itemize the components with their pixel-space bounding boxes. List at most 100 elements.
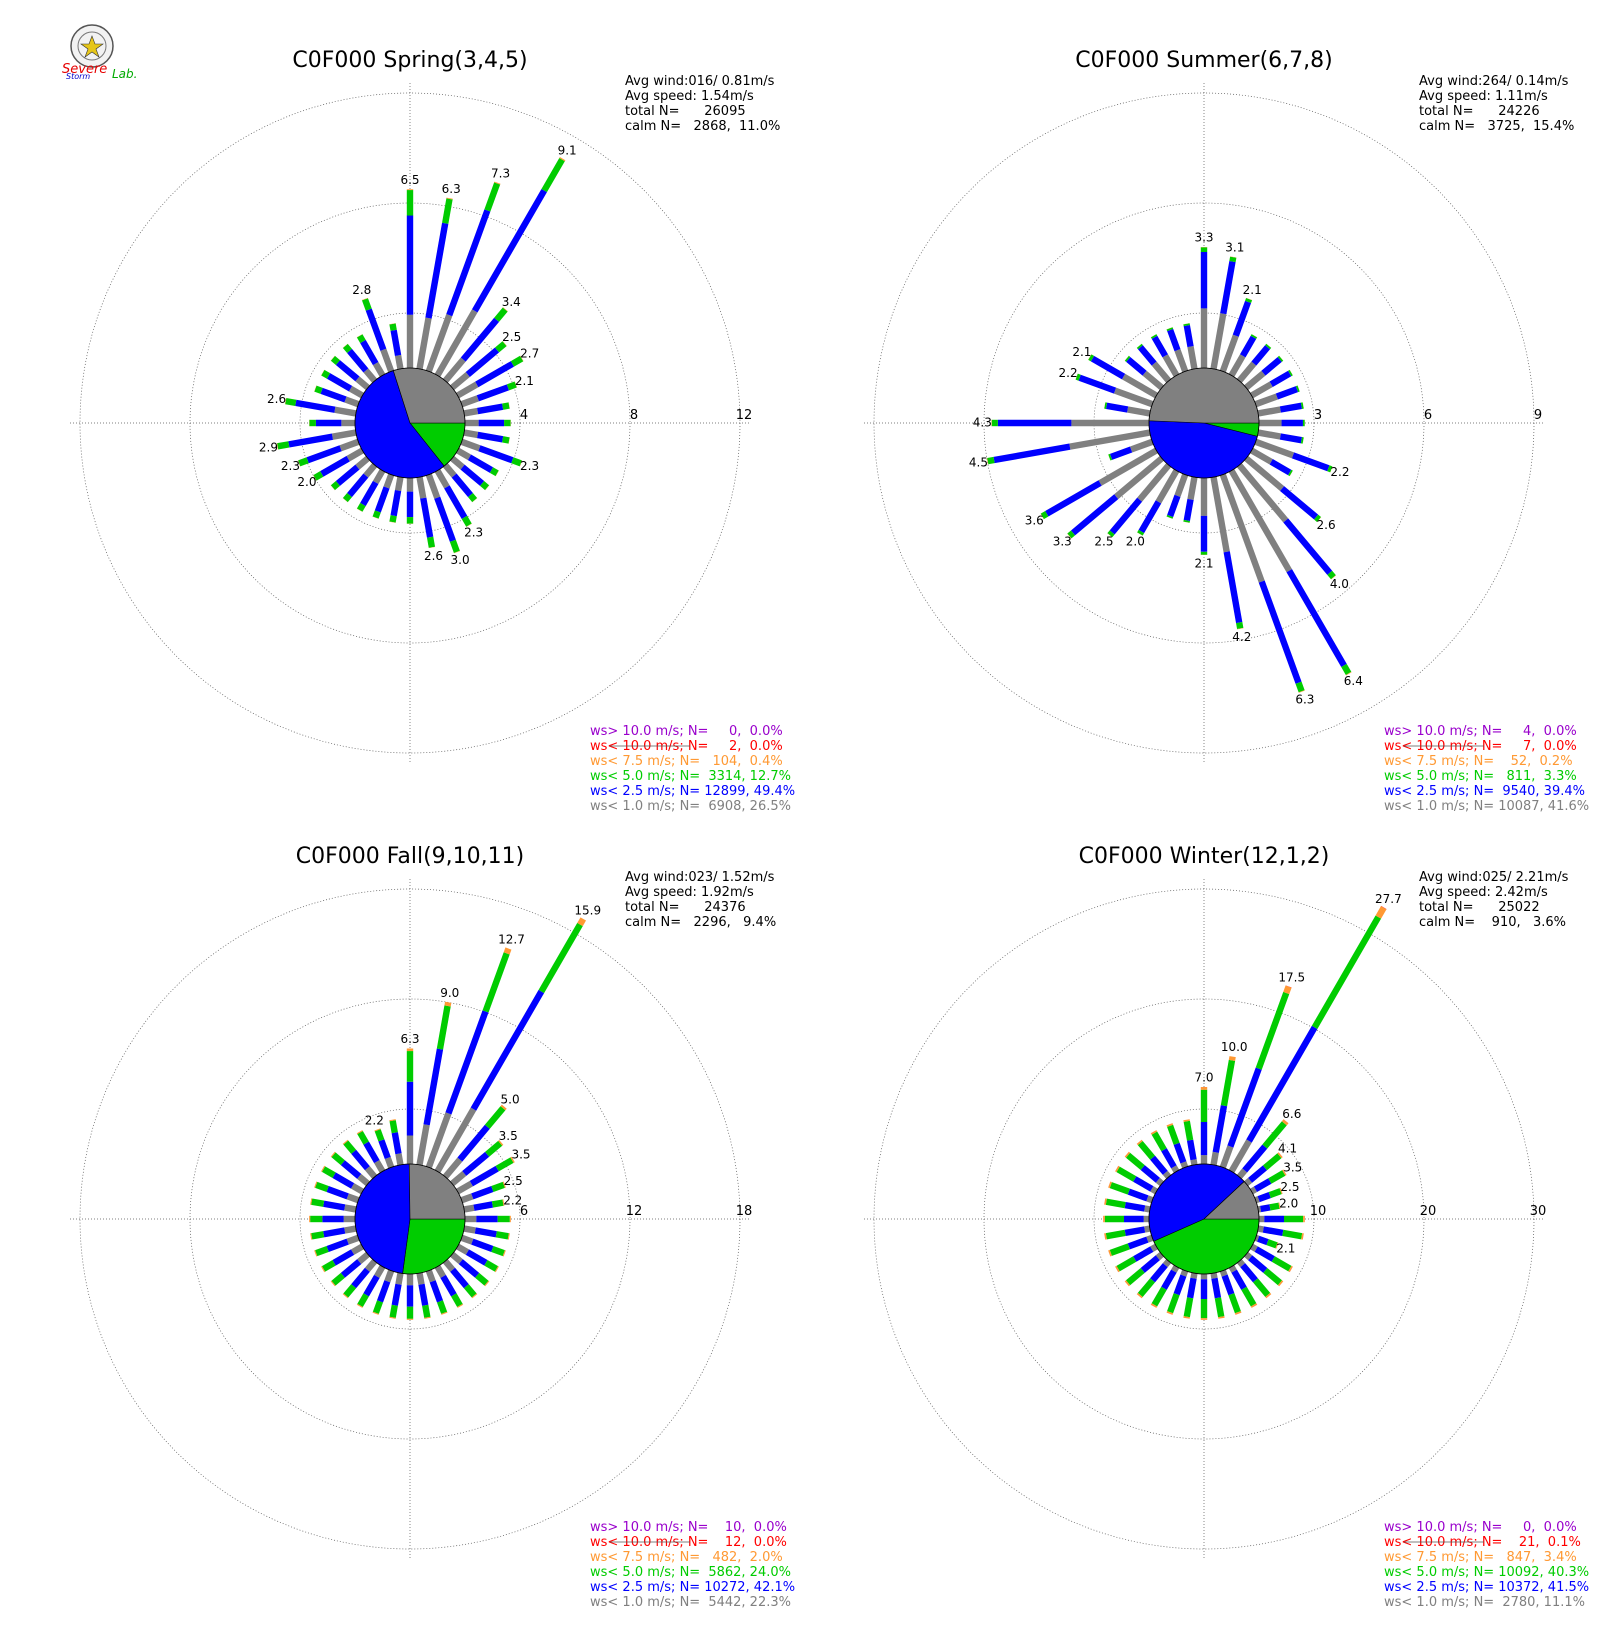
legend-class-label: ws< 5.0 m/s; N= xyxy=(590,769,700,784)
bar-segment xyxy=(1133,1176,1154,1192)
bar-segment xyxy=(1248,1255,1268,1273)
bar-segment xyxy=(1150,1130,1158,1135)
legend-entry: ws< 7.5 m/s; N= 104, 0.4% xyxy=(590,754,783,769)
stats-avg-wind-label: Avg wind:264/ 0.14m/s xyxy=(1419,74,1569,89)
bar-segment xyxy=(1162,354,1180,377)
bar-value-label: 6.6 xyxy=(1282,1107,1301,1121)
bar-segment xyxy=(457,1124,490,1162)
bar-segment xyxy=(510,355,524,367)
bar-segment xyxy=(1180,1269,1189,1277)
bar-segment xyxy=(1240,1263,1258,1283)
bar-segment xyxy=(1266,1239,1278,1249)
bar-segment xyxy=(416,1272,425,1285)
bar-segment xyxy=(1258,580,1302,684)
stats-calm-label: calm N= 3725, 15.4% xyxy=(1419,119,1574,134)
bar-segment xyxy=(340,1259,362,1278)
bar-segment xyxy=(1288,469,1293,477)
bar-segment xyxy=(1150,1303,1158,1308)
bar-segment xyxy=(1248,1165,1268,1183)
legend-entry: ws< 5.0 m/s; N= 5862, 24.0% xyxy=(590,1565,791,1580)
bar-segment xyxy=(503,947,512,955)
bar-segment xyxy=(425,473,441,499)
bar-segment xyxy=(1375,906,1387,919)
pie-slice xyxy=(402,1218,466,1275)
bar-segment xyxy=(491,1199,504,1208)
bar-segment xyxy=(1250,447,1273,465)
bar-segment xyxy=(1219,334,1239,373)
bar-segment xyxy=(1341,663,1352,675)
bar-value-label: 2.1 xyxy=(515,374,534,388)
bar-segment xyxy=(391,1132,402,1155)
lab-logo: Severe Storm Lab. xyxy=(62,24,137,81)
bar-segment xyxy=(355,376,370,391)
stats-avg-speed-label: Avg speed: 1.11m/s xyxy=(1419,89,1548,104)
bar-segment xyxy=(1268,1188,1282,1199)
legend-class-count: 847, 3.4% xyxy=(1498,1550,1577,1565)
bar-segment xyxy=(471,1293,478,1299)
bar-segment xyxy=(468,493,478,503)
legend-entry: ws< 2.5 m/s; N= 9540, 39.4% xyxy=(1384,784,1585,799)
legend-class-count: 482, 2.0% xyxy=(704,1550,783,1565)
bar-segment xyxy=(460,1193,474,1204)
bar-segment xyxy=(418,1283,429,1306)
bar-segment xyxy=(987,456,995,465)
bar-segment xyxy=(460,438,481,452)
bar-segment xyxy=(1174,473,1189,497)
bar-segment xyxy=(356,502,366,512)
bar-segment xyxy=(442,463,457,478)
bar-segment xyxy=(494,341,507,353)
bar-segment xyxy=(1288,1265,1293,1273)
bar-segment xyxy=(1107,530,1115,538)
bar-segment xyxy=(1246,1025,1318,1143)
legend-class-label: ws< 2.5 m/s; N= xyxy=(590,1580,700,1595)
bar-segment xyxy=(1113,387,1154,408)
bar-segment xyxy=(1234,1311,1242,1315)
bar-segment xyxy=(357,1173,370,1187)
bar-value-label: 2.3 xyxy=(464,526,483,540)
bar-segment xyxy=(1166,1123,1174,1127)
bar-segment xyxy=(1257,1225,1264,1233)
bar-segment xyxy=(1144,1205,1151,1213)
bar-segment xyxy=(416,1124,430,1166)
bar-segment xyxy=(1167,494,1181,518)
stats-avg-speed-label: Avg speed: 1.54m/s xyxy=(625,89,754,104)
bar-segment xyxy=(1108,1181,1112,1189)
bar-segment xyxy=(460,395,479,408)
ring-label: 18 xyxy=(736,1204,753,1219)
bar-segment xyxy=(374,486,390,513)
bar-value-label: 10.0 xyxy=(1221,1040,1248,1054)
bar-segment xyxy=(1279,402,1302,413)
bar-value-label: 2.0 xyxy=(1279,1197,1298,1211)
bar-segment xyxy=(360,480,379,507)
bar-segment xyxy=(285,397,297,407)
bar-segment xyxy=(456,1180,473,1195)
bar-segment xyxy=(1228,1293,1241,1314)
bar-segment xyxy=(1166,1311,1174,1315)
bar-segment xyxy=(1232,300,1252,337)
bar-segment xyxy=(343,1140,357,1154)
bar-segment xyxy=(1295,681,1305,693)
bar-segment xyxy=(344,1204,357,1213)
bar-segment xyxy=(1161,1148,1177,1169)
bar-segment xyxy=(1257,1235,1269,1246)
bar-segment xyxy=(471,1238,494,1252)
bar-segment xyxy=(491,1245,505,1257)
bar-segment xyxy=(416,476,427,499)
center-pie xyxy=(1148,1163,1260,1275)
bar-segment xyxy=(473,1201,494,1211)
bar-segment xyxy=(462,1151,490,1176)
bar-segment xyxy=(1229,256,1237,263)
ring-label: 12 xyxy=(736,408,753,423)
pie-outline xyxy=(354,367,466,479)
bar-value-label: 2.5 xyxy=(504,1174,523,1188)
bar-segment xyxy=(489,467,499,477)
ring-label: 6 xyxy=(1424,408,1432,423)
stats-total-label: total N= 24226 xyxy=(1419,104,1540,119)
bar-segment xyxy=(346,1193,360,1204)
bar-segment xyxy=(330,355,340,365)
bar-segment xyxy=(422,1304,431,1318)
bar-segment xyxy=(460,1234,474,1245)
bar-value-label: 2.1 xyxy=(1072,345,1091,359)
legend-class-label: ws< 7.5 m/s; N= xyxy=(590,1550,700,1565)
bar-segment xyxy=(1183,1297,1194,1318)
